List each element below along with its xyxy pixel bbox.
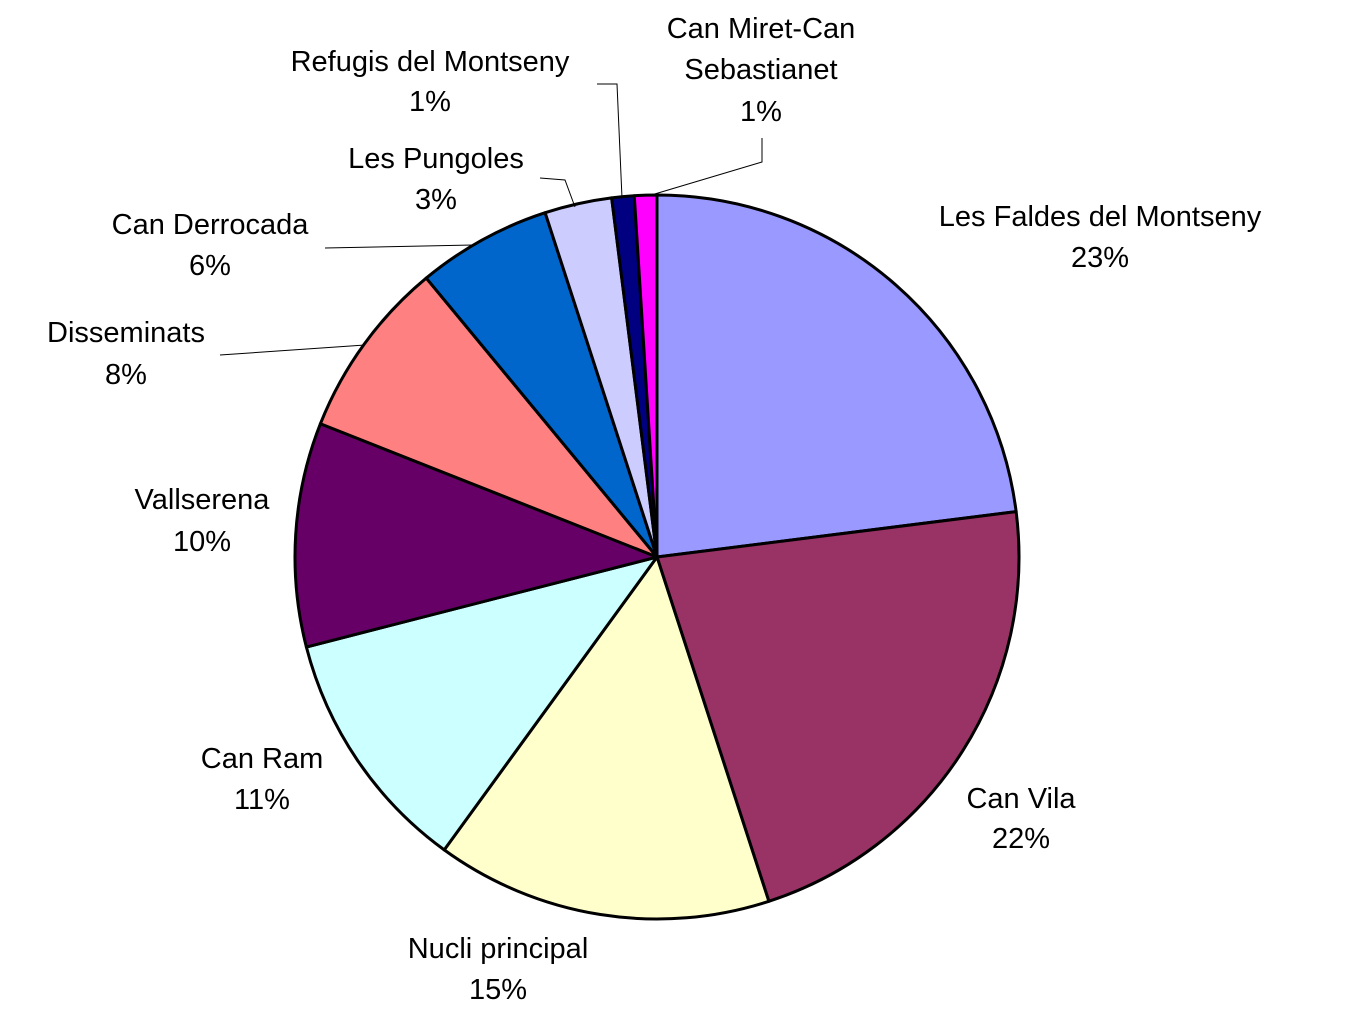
pie-slice <box>318 276 659 559</box>
percent-label: 1% <box>409 86 451 118</box>
slice-label: Vallserena <box>134 484 270 516</box>
pie-slice <box>304 555 659 852</box>
leader-line <box>324 244 474 249</box>
percent-label: 3% <box>415 184 457 216</box>
pie-slice <box>655 510 1021 903</box>
leader-line <box>219 344 366 356</box>
slice-label: Can Miret-Can Sebastianet <box>666 13 856 86</box>
slice-label: Les Pungoles <box>348 143 524 175</box>
slice-label: Can Vila <box>966 783 1076 815</box>
leader-line <box>539 177 576 208</box>
pie-slice <box>632 193 659 559</box>
slice-label: Can Derrocada <box>111 209 309 241</box>
leader-line <box>647 138 763 197</box>
percent-label: 6% <box>189 250 231 282</box>
pie-slice <box>655 193 1018 559</box>
pie-slice <box>293 422 659 649</box>
slice-label: Les Faldes del Montseny <box>938 201 1262 233</box>
leader-line <box>597 83 623 199</box>
percent-label: 11% <box>234 784 290 816</box>
percent-label: 1% <box>740 96 782 128</box>
slice-label: Can Ram <box>200 743 324 775</box>
slice-label: Refugis del Montseny <box>290 46 570 78</box>
percent-label: 22% <box>991 823 1051 855</box>
percent-label: 15% <box>468 974 528 1006</box>
slice-label: Disseminats <box>47 317 205 349</box>
slice-label: Nucli principal <box>407 933 589 965</box>
percent-label: 10% <box>172 526 232 558</box>
percent-label: 8% <box>105 359 147 391</box>
percent-label: 23% <box>1070 242 1130 274</box>
pie-slice <box>442 555 771 921</box>
pie-slice <box>424 211 659 559</box>
